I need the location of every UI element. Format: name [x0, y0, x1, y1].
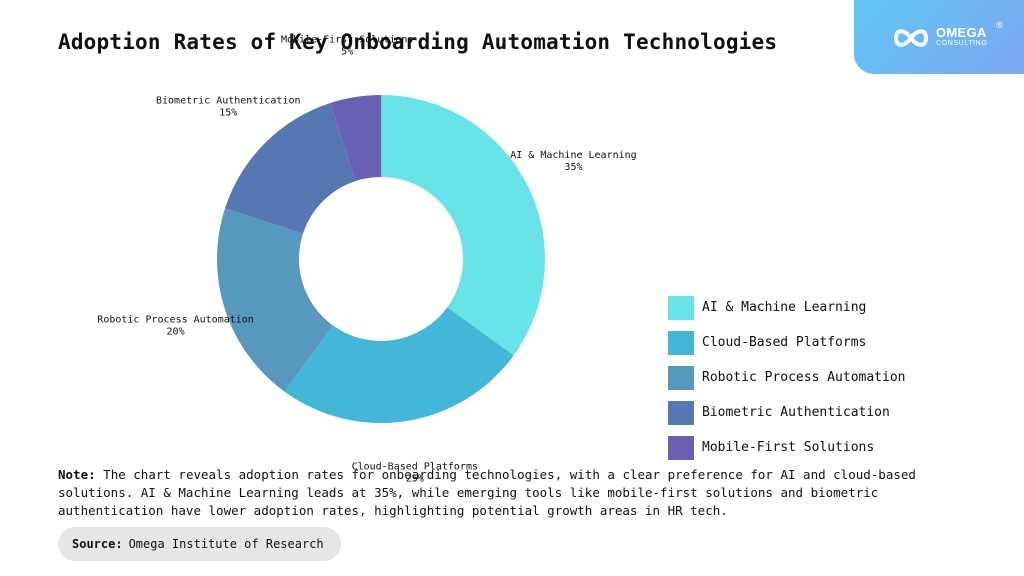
- legend-swatch: [668, 330, 694, 355]
- slice-label-mobile-first-solutions: Mobile-First Solutions 5%: [281, 35, 413, 58]
- legend-swatch: [668, 365, 694, 390]
- slice-cloud-based-platforms: [284, 307, 514, 423]
- source-label: Source:: [72, 537, 123, 551]
- source-pill: Source: Omega Institute of Research: [58, 527, 341, 561]
- legend-label: Biometric Authentication: [702, 405, 890, 420]
- brand-registered-mark: ®: [996, 20, 1003, 30]
- legend-item-robotic-process-automation: Robotic Process Automation: [668, 360, 906, 395]
- legend-label: Robotic Process Automation: [702, 370, 906, 385]
- brand-name: OMEGA: [936, 25, 987, 40]
- slice-mobile-first-solutions: [330, 95, 381, 182]
- legend-label: Cloud-Based Platforms: [702, 335, 867, 350]
- source-text: Omega Institute of Research: [128, 537, 324, 551]
- brand-subtitle: CONSULTING: [936, 40, 988, 47]
- brand-logo: OMEGA ® CONSULTING: [854, 0, 1024, 74]
- legend-item-biometric-authentication: Biometric Authentication: [668, 395, 906, 430]
- note-label: Note:: [58, 467, 96, 482]
- legend-label: Mobile-First Solutions: [702, 440, 875, 455]
- slice-label-cloud-based-platforms: Cloud-Based Platforms 25%: [352, 461, 478, 484]
- legend-item-mobile-first-solutions: Mobile-First Solutions: [668, 430, 906, 465]
- legend-swatch: [668, 435, 694, 460]
- legend-label: AI & Machine Learning: [702, 300, 867, 315]
- slice-biometric-authentication: [225, 103, 356, 234]
- legend-swatch: [668, 400, 694, 425]
- chart-legend: AI & Machine Learning Cloud-Based Platfor…: [668, 290, 906, 465]
- note-text: The chart reveals adoption rates for onb…: [58, 467, 916, 518]
- slice-label-robotic-process-automation: Robotic Process Automation 20%: [97, 315, 254, 338]
- legend-swatch: [668, 295, 694, 320]
- legend-item-cloud-based-platforms: Cloud-Based Platforms: [668, 325, 906, 360]
- infinity-logo-icon: [893, 29, 929, 47]
- slice-label-biometric-authentication: Biometric Authentication 15%: [156, 95, 301, 118]
- slice-ai-machine-learning: [381, 95, 545, 356]
- slice-label-ai-machine-learning: AI & Machine Learning 35%: [510, 150, 636, 173]
- slice-robotic-process-automation: [217, 208, 333, 392]
- legend-item-ai-machine-learning: AI & Machine Learning: [668, 290, 906, 325]
- chart-note: Note: The chart reveals adoption rates f…: [58, 466, 968, 520]
- chart-title: Adoption Rates of Key Onboarding Automat…: [58, 30, 778, 54]
